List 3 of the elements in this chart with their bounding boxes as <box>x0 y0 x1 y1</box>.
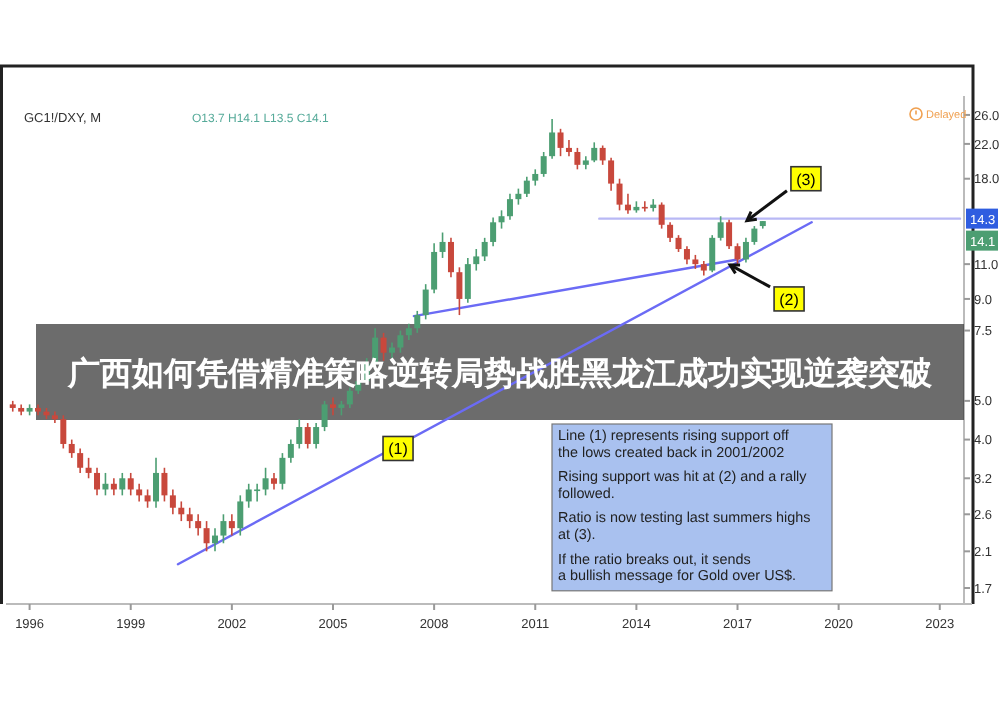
annotation: (1) <box>388 440 409 459</box>
annotation: (2) <box>779 290 800 309</box>
annotation: (3) <box>796 170 817 189</box>
